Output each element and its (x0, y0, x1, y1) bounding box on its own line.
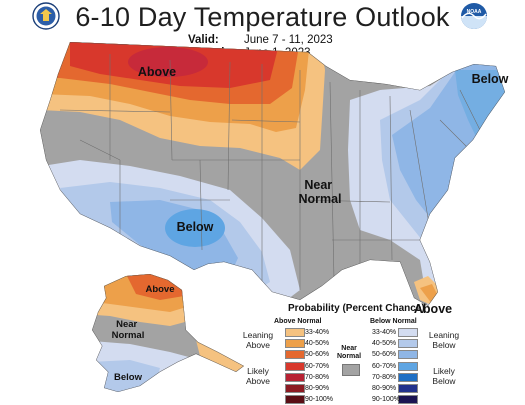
legend-leaning-below: Leaning Below (425, 330, 463, 350)
legend-range-above-2: 50-60% (305, 351, 330, 359)
legend-range-below-5: 80-90% (372, 385, 397, 392)
valid-dates: Valid: June 7 - 11, 2023 (188, 34, 333, 46)
conus-map (40, 42, 505, 306)
label-alaska-central-line-1: Near (116, 319, 137, 330)
legend-above-header: Above Normal (274, 318, 322, 325)
legend-swatch-below-0 (398, 328, 418, 337)
legend-range-above-4: 70-80% (305, 373, 330, 381)
label-alaska-central: Near Normal (112, 319, 145, 341)
legend-swatch-above-2 (285, 350, 305, 360)
legend-swatch-above-5 (285, 384, 305, 393)
likely-above-line-1: Likely (247, 366, 269, 376)
noaa-logo: NOAA (461, 3, 487, 29)
valid-label: Valid: (188, 34, 219, 46)
noaa-logo-text: NOAA (467, 9, 482, 15)
legend-swatch-below-4 (398, 372, 418, 382)
legend-likely-below: Likely Below (425, 366, 463, 386)
legend-below-header: Below Normal (370, 318, 417, 325)
legend-range-below-2: 50-60% (372, 351, 397, 359)
legend-swatch-above-3 (285, 361, 305, 371)
legend-range-below-0: 33-40% (372, 329, 397, 336)
legend-range-above-5: 80-90% (305, 385, 330, 392)
label-northeast: Below (472, 72, 509, 86)
leaning-below-line-1: Leaning (428, 330, 460, 340)
legend-range-below-4: 70-80% (372, 373, 397, 381)
label-central-line-2: Normal (298, 192, 341, 206)
page-title: 6-10 Day Temperature Outlook (75, 2, 450, 32)
near-normal-line-1: Near (341, 345, 357, 352)
label-florida: Above (414, 302, 452, 316)
state-borders (59, 54, 481, 300)
legend-title: Probability (Percent Chance) (288, 303, 425, 314)
legend-swatch-above-4 (285, 372, 305, 382)
likely-below-line-1: Likely (433, 366, 455, 376)
label-central: Near Normal (298, 178, 341, 206)
label-southwest: Below (177, 220, 214, 234)
label-central-line-1: Near (304, 178, 332, 192)
legend-range-below-6: 90-100% (372, 396, 401, 404)
label-alaska-south: Below (114, 372, 143, 383)
legend-swatch-below-2 (398, 350, 418, 360)
legend-swatch-below-6 (398, 395, 418, 405)
legend-range-above-0: 33-40% (305, 329, 330, 336)
legend-swatch-above-0 (285, 328, 305, 337)
near-normal-line-2: Normal (337, 353, 362, 360)
legend-range-above-1: 40-50% (305, 340, 330, 348)
likely-below-line-2: Below (432, 376, 456, 386)
label-north-plains: Above (138, 65, 176, 79)
legend-swatch-above-6 (285, 395, 305, 405)
legend-swatch-above-1 (285, 339, 305, 349)
legend-swatch-below-5 (398, 384, 418, 393)
legend-near-normal: Near Normal (337, 345, 361, 361)
near-normal-swatch (342, 364, 360, 376)
leaning-above-line-2: Above (245, 340, 271, 350)
label-alaska-central-line-2: Normal (112, 330, 145, 341)
legend-swatch-below-3 (398, 361, 418, 371)
legend-range-above-3: 60-70% (305, 362, 330, 370)
legend-likely-above: Likely Above (239, 366, 277, 386)
above-70-region (128, 47, 208, 77)
legend-range-below-1: 40-50% (372, 340, 397, 348)
leaning-below-line-2: Below (432, 340, 456, 350)
below-60-southwest (165, 209, 225, 247)
alaska-above-panhandle (196, 340, 244, 380)
legend-range-below-3: 60-70% (372, 362, 397, 370)
label-alaska-north: Above (145, 284, 174, 295)
legend-range-above-6: 90-100% (305, 396, 334, 404)
valid-value: June 7 - 11, 2023 (244, 34, 333, 46)
conus-outline (40, 42, 505, 306)
likely-above-line-2: Above (245, 376, 271, 386)
doc-seal (32, 2, 60, 30)
leaning-above-line-1: Leaning (242, 330, 274, 340)
legend-swatch-below-1 (398, 339, 418, 349)
legend-leaning-above: Leaning Above (239, 330, 277, 350)
